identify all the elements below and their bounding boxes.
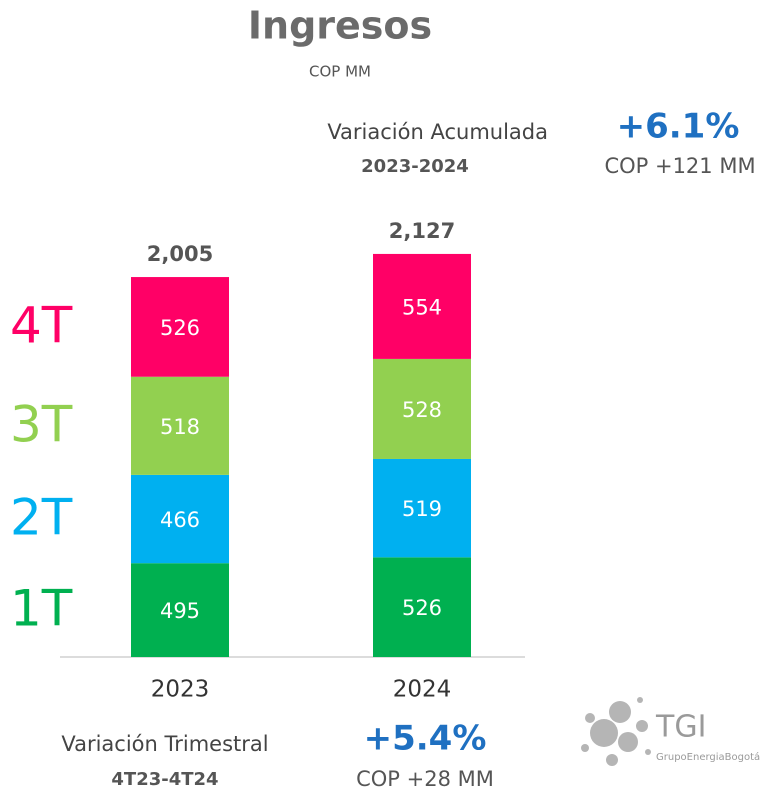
data-label: 554 [402, 295, 442, 319]
data-label: 526 [160, 316, 200, 340]
logo-dot [645, 749, 651, 755]
annotation: +6.1% [617, 107, 740, 147]
data-label: 526 [402, 596, 442, 620]
logo-dot [581, 744, 589, 752]
annotation: 2023-2024 [361, 156, 469, 177]
logo-dot [637, 697, 643, 703]
logo [581, 697, 651, 766]
bar-segment [131, 376, 229, 475]
legend-label: 1T [10, 580, 73, 638]
bar-segment [131, 474, 229, 564]
data-label: 519 [402, 497, 442, 521]
x-tick-label: 2024 [393, 677, 452, 703]
logo-dot [636, 720, 648, 732]
total-label: 2,005 [147, 242, 213, 266]
logo-dot [609, 701, 631, 723]
chart-subtitle: COP MM [309, 63, 371, 81]
logo-dot [585, 713, 595, 723]
annotation: Variación Acumulada [327, 120, 548, 144]
total-label: 2,127 [389, 219, 455, 243]
bar-segment [373, 358, 471, 459]
annotation: +5.4% [364, 719, 487, 759]
annotation: 4T23-4T24 [111, 769, 218, 790]
data-label: 466 [160, 508, 200, 532]
legend-label: 4T [10, 296, 73, 354]
bar-segment [373, 253, 471, 359]
data-label: 528 [402, 398, 442, 422]
data-label: 518 [160, 415, 200, 439]
legend-label: 2T [10, 489, 73, 547]
logo-name: TGI [655, 710, 706, 745]
legend-label: 3T [10, 395, 73, 453]
chart-title: Ingresos [248, 4, 432, 48]
x-tick-label: 2023 [151, 677, 210, 703]
logo-dot [590, 719, 618, 747]
data-label: 495 [160, 599, 200, 623]
logo-group: GrupoEnergiaBogotá [656, 751, 760, 763]
logo-dot [618, 732, 638, 752]
bar-segment [373, 557, 471, 657]
annotation: COP +121 MM [604, 154, 755, 178]
annotation: COP +28 MM [356, 767, 494, 791]
annotation: Variación Trimestral [61, 732, 268, 756]
bar-segment [373, 458, 471, 558]
logo-dot [606, 754, 618, 766]
bar-segment [131, 563, 229, 657]
bar-segment [131, 277, 229, 377]
